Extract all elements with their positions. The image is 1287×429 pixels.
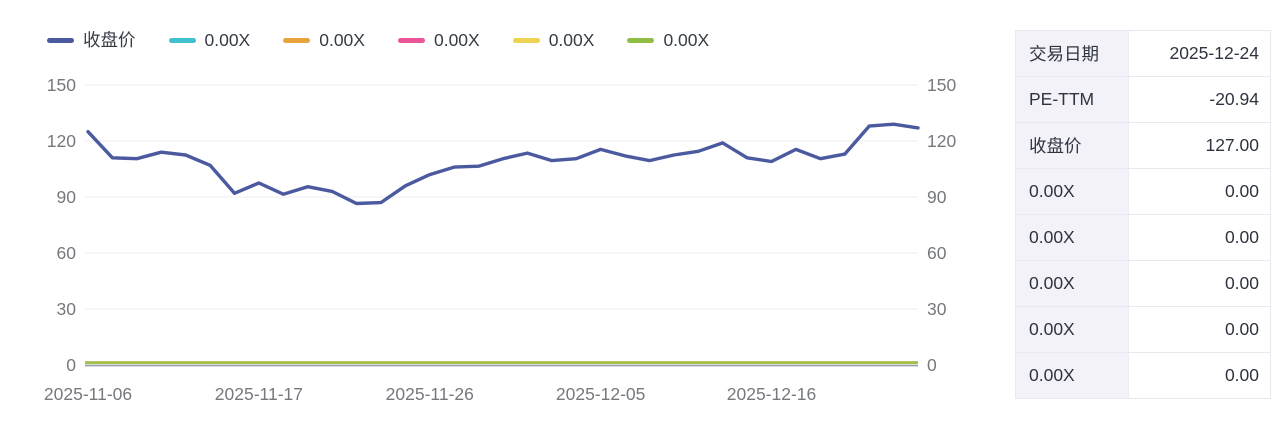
legend-label: 收盘价 [83, 30, 136, 50]
x-axis-tick-date: 2025-11-26 [386, 384, 474, 404]
row-label: 0.00X [1016, 307, 1129, 352]
x-axis-tick-date: 2025-11-17 [215, 384, 303, 404]
quote-detail-table: 交易日期 2025-12-24 PE-TTM -20.94 收盘价 127.00… [1015, 30, 1271, 399]
legend-label: 0.00X [204, 30, 251, 50]
x-axis-tick-date: 2025-12-05 [556, 384, 646, 404]
row-value: 2025-12-24 [1129, 31, 1270, 76]
x-axis-tick-date: 2025-11-06 [44, 384, 132, 404]
table-row: 0.00X 0.00 [1016, 215, 1270, 261]
row-value: 0.00 [1129, 215, 1270, 260]
row-value: 127.00 [1129, 123, 1270, 168]
y-axis-tick-right: 60 [927, 243, 947, 263]
chart-legend: 收盘价 0.00X 0.00X 0.00X 0.00X 0.00X [47, 30, 710, 50]
row-label: 0.00X [1016, 169, 1129, 214]
legend-line-icon [627, 38, 655, 44]
legend-line-icon [168, 38, 196, 44]
legend-label: 0.00X [548, 30, 595, 50]
legend-item-multiple-1[interactable]: 0.00X [168, 30, 251, 50]
legend-label: 0.00X [319, 30, 365, 50]
y-axis-tick-right: 0 [927, 355, 937, 375]
y-axis-tick-right: 120 [927, 131, 956, 151]
y-axis-tick-left: 0 [66, 355, 76, 375]
row-value: 0.00 [1129, 169, 1270, 214]
table-row: 收盘价 127.00 [1016, 123, 1270, 169]
legend-item-multiple-4[interactable]: 0.00X [512, 30, 595, 50]
legend-line-icon [283, 38, 311, 44]
table-row: 0.00X 0.00 [1016, 169, 1270, 215]
table-row: 交易日期 2025-12-24 [1016, 31, 1270, 77]
legend-line-icon [397, 38, 425, 44]
x-axis-tick-date: 2025-12-16 [727, 384, 817, 404]
y-axis-tick-left: 30 [57, 299, 77, 319]
y-axis-tick-left: 120 [47, 131, 76, 151]
y-axis-tick-left: 60 [57, 243, 77, 263]
y-axis-tick-right: 30 [927, 299, 947, 319]
close-price-line[interactable] [86, 122, 920, 206]
row-value: 0.00 [1129, 261, 1270, 306]
table-row: PE-TTM -20.94 [1016, 77, 1270, 123]
y-axis-tick-right: 150 [927, 75, 956, 95]
legend-item-close-price[interactable]: 收盘价 [47, 30, 136, 50]
y-axis-tick-left: 90 [57, 187, 77, 207]
table-row: 0.00X 0.00 [1016, 307, 1270, 353]
legend-line-icon [512, 38, 540, 44]
row-value: -20.94 [1129, 77, 1270, 122]
row-label: 交易日期 [1016, 31, 1129, 76]
row-value: 0.00 [1129, 353, 1270, 398]
legend-item-multiple-2[interactable]: 0.00X [283, 30, 365, 50]
price-line-chart[interactable]: 0 0 30 30 60 60 90 90 120 120 150 150 2025-11-06 2025… [0, 0, 1000, 429]
legend-label: 0.00X [433, 30, 480, 50]
row-label: 收盘价 [1016, 123, 1129, 168]
legend-line-icon [47, 38, 74, 44]
y-axis-tick-right: 90 [927, 187, 947, 207]
row-value: 0.00 [1129, 307, 1270, 352]
legend-label: 0.00X [663, 30, 710, 50]
y-axis-tick-left: 150 [47, 75, 76, 95]
legend-item-multiple-5[interactable]: 0.00X [627, 30, 710, 50]
row-label: 0.00X [1016, 215, 1129, 260]
row-label: 0.00X [1016, 353, 1129, 398]
legend-item-multiple-3[interactable]: 0.00X [397, 30, 480, 50]
row-label: PE-TTM [1016, 77, 1129, 122]
row-label: 0.00X [1016, 261, 1129, 306]
table-row: 0.00X 0.00 [1016, 261, 1270, 307]
table-row: 0.00X 0.00 [1016, 353, 1270, 399]
